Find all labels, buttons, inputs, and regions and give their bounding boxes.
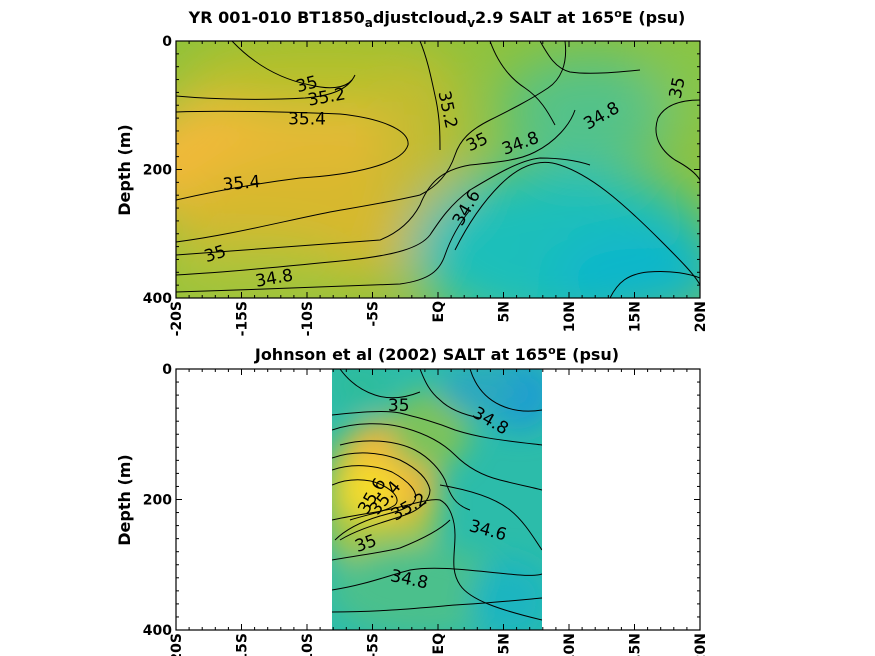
x-tick-label: 5N [497,633,513,654]
contour-label: 35 [388,396,410,416]
contour-label: 35 [666,75,690,100]
x-tick-label: 15N [628,301,644,332]
x-tick-label: 15N [628,633,644,656]
top-y-axis-label: Depth (m) [115,124,134,216]
x-tick-label: 10N [562,301,578,332]
x-tick-label: -10S [300,301,316,336]
x-tick-label: EQ [431,301,447,323]
x-tick-label: -15S [235,301,251,336]
y-tick-label: 0 [162,34,172,50]
x-tick-label: -5S [366,633,382,656]
bottom-panel: Johnson et al (2002) SALT at 165oE (psu) [115,344,709,656]
x-tick-label: 5N [497,301,513,322]
top-contour-lines [176,41,700,298]
top-colorfield [176,41,700,298]
top-title: YR 001-010 BT1850adjustcloudv2.9 SALT at… [188,7,686,30]
x-tick-label: 20N [693,633,709,656]
contour-label: 35.4 [222,172,261,195]
y-tick-label: 400 [143,623,172,639]
contour-label: 35.4 [288,109,326,129]
bottom-ticks: -20S -15S -10S -5S EQ 5N 10N 15N 20N 0 200 400 [143,362,709,656]
x-tick-label: -20S [169,633,185,656]
top-panel: YR 001-010 BT1850adjustcloudv2.9 SALT at… [115,7,709,337]
y-tick-label: 400 [143,291,172,307]
bottom-contour-lines [332,369,542,621]
top-ticks: -20S -15S -10S -5S EQ 5N 10N 15N 20N 0 200 400 [143,34,709,336]
y-tick-label: 200 [143,493,172,509]
x-tick-label: EQ [431,633,447,655]
x-tick-label: -15S [235,633,251,656]
y-tick-label: 0 [162,362,172,378]
x-tick-label: -5S [366,301,382,327]
x-tick-label: 20N [693,301,709,332]
x-tick-label: 10N [562,633,578,656]
x-tick-label: -20S [169,301,185,336]
y-tick-label: 200 [143,163,172,179]
x-tick-label: -10S [300,633,316,656]
bottom-title: Johnson et al (2002) SALT at 165oE (psu) [254,344,619,365]
bottom-y-axis-label: Depth (m) [115,454,134,546]
